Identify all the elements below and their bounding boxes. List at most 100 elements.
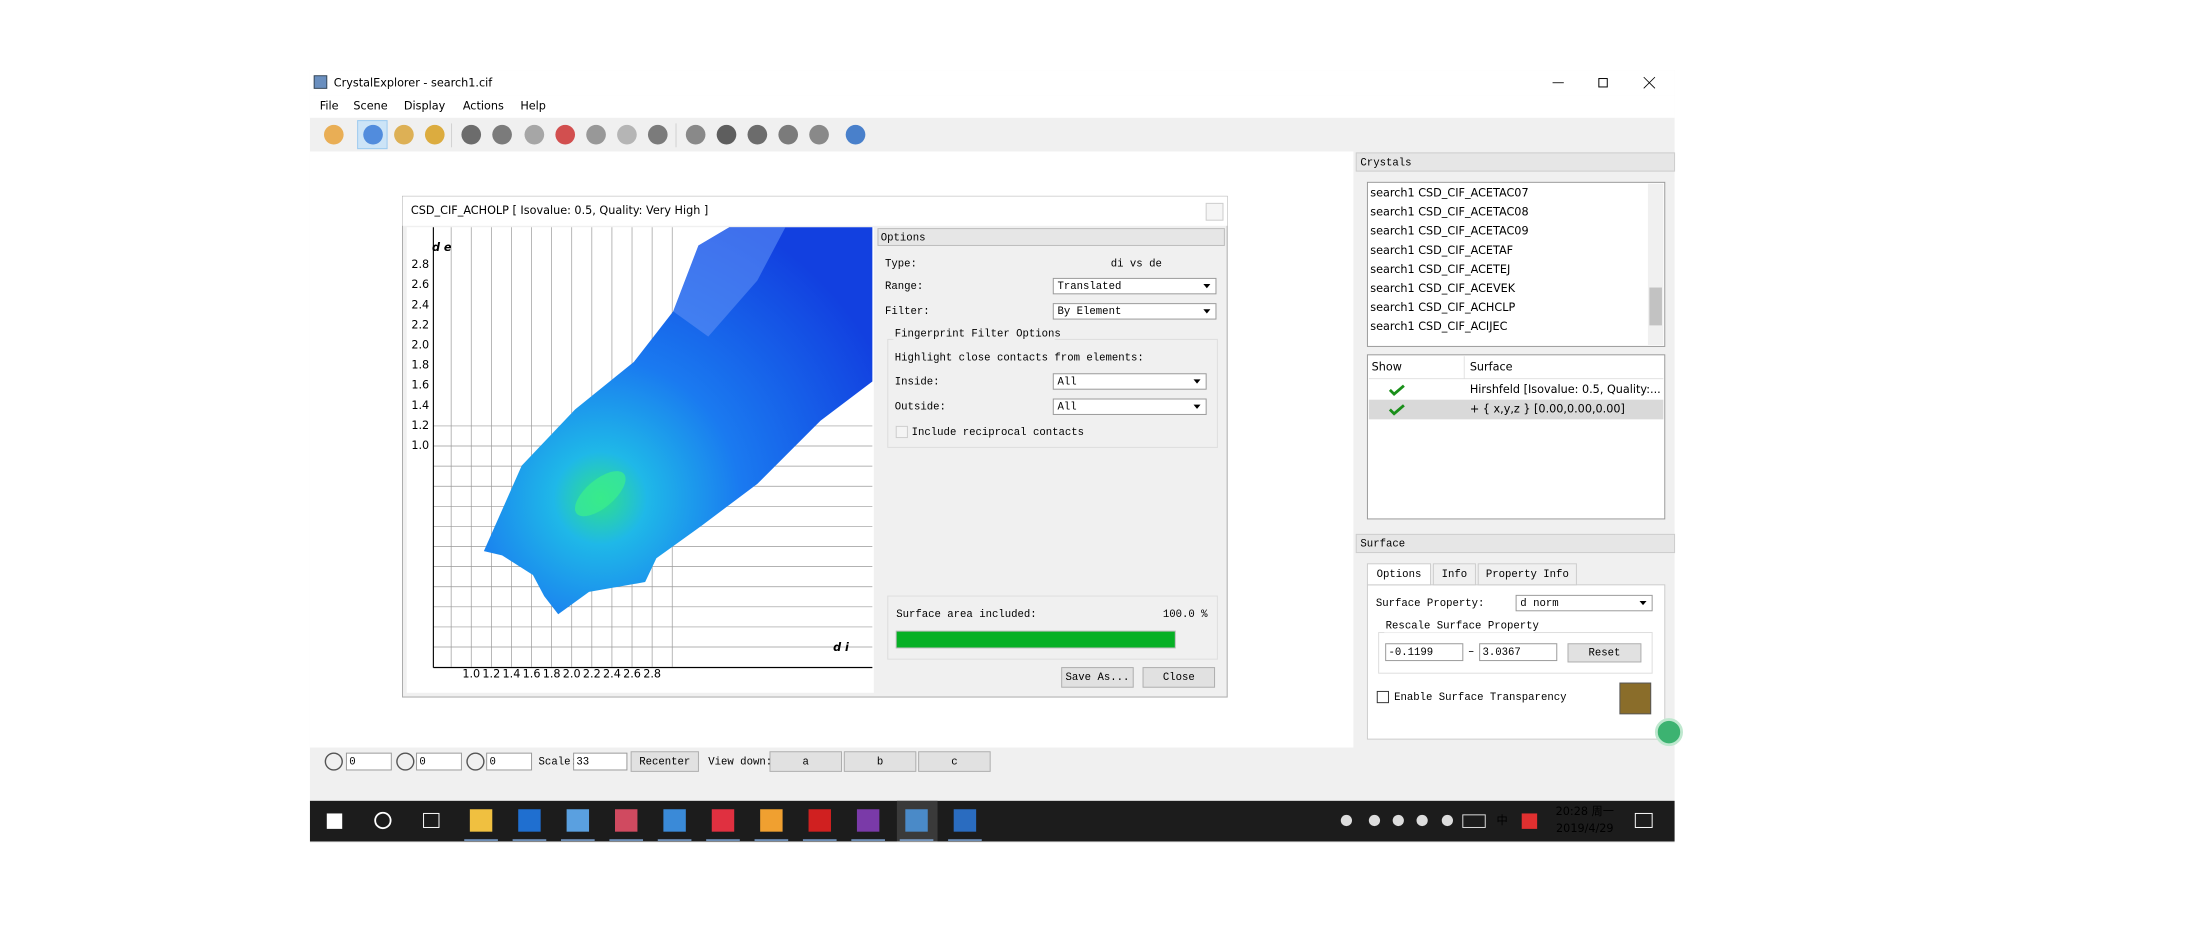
taskbar-app[interactable] [518,809,541,832]
toolbar-icon[interactable] [586,124,606,145]
rotation-spinbox[interactable] [345,752,392,771]
toolbar-icon[interactable] [716,124,737,145]
toolbar-icon[interactable] [647,124,668,145]
view-button-label[interactable]: c [951,756,957,768]
inside-combo[interactable] [1052,373,1207,390]
show-check[interactable] [1388,384,1405,397]
crystal-item[interactable]: search1 CSD_CIF_ACETAC09 [1370,225,1528,238]
scrollbar-thumb[interactable] [1649,287,1662,326]
taskbar-app[interactable] [566,809,590,832]
taskbar-app[interactable] [808,809,831,832]
toolbar-icon[interactable] [617,124,637,145]
taskbar-app[interactable] [905,809,928,832]
property-combo[interactable] [1515,594,1653,612]
toolbar-icon[interactable] [809,124,829,145]
restore-button[interactable] [1598,78,1608,88]
window-title: CrystalExplorer - search1.cif [334,76,493,89]
menu-item[interactable]: Scene [353,100,387,113]
tab[interactable] [1477,563,1577,586]
fingerprint-cloud [483,227,873,615]
outside-combo[interactable] [1052,398,1207,415]
toolbar-icon[interactable] [363,124,383,145]
property-combo-text: d norm [1520,598,1558,610]
crystal-item[interactable]: search1 CSD_CIF_ACETAC07 [1370,187,1528,200]
recenter-button-label[interactable]: Recenter [639,756,690,768]
menu-item[interactable]: Display [404,100,446,113]
toolbar-icon[interactable] [555,124,576,145]
taskbar-app[interactable] [760,809,783,832]
toolbar-icon[interactable] [492,124,512,145]
rotation-spinbox[interactable] [416,752,462,771]
surface-area-label: Surface area included: [896,609,1036,621]
surface-row[interactable]: + { x,y,z } [0.00,0.00,0.00] [1470,403,1625,416]
reset-button-label[interactable]: Reset [1588,648,1620,660]
scale-spinbox[interactable] [573,752,628,771]
rotation-value: 0 [349,756,355,768]
view-button[interactable] [769,751,842,772]
filter-combo[interactable] [1052,303,1217,320]
taskbar-app[interactable] [663,809,686,832]
dialog-title-bar [402,196,1228,226]
crystal-item[interactable]: search1 CSD_CIF_ACETEJ [1370,263,1510,276]
task-view[interactable] [423,812,440,828]
tab-label[interactable]: Info [1442,569,1468,581]
show-check[interactable] [1388,404,1405,416]
toolbar-icon[interactable] [424,124,445,145]
surface-row[interactable]: Hirshfeld [Isovalue: 0.5, Quality:... [1470,383,1661,396]
tab-label[interactable]: Options [1377,569,1422,581]
rotation-spinbox[interactable] [486,752,533,771]
y-tick-label: 2.8 [411,258,429,271]
toolbar-icon[interactable] [524,124,545,145]
menu-item[interactable]: Actions [463,100,504,113]
tab-label[interactable]: Property Info [1486,569,1569,581]
toolbar-icon[interactable] [685,124,706,145]
search-button[interactable] [374,811,392,830]
color-swatch[interactable] [1619,682,1652,715]
menu-item[interactable]: File [320,100,339,113]
taskbar-app[interactable] [614,809,638,832]
crystal-item[interactable]: search1 CSD_CIF_ACIJEC [1370,320,1507,333]
tab[interactable] [1432,563,1476,586]
save-as-button[interactable] [1061,667,1134,688]
tray-icon [1441,814,1453,827]
surface-area-progress [895,630,1176,649]
taskbar-app[interactable] [469,809,493,832]
tab[interactable] [1366,563,1432,586]
crystal-item[interactable]: search1 CSD_CIF_ACHCLP [1370,301,1515,314]
crystal-item[interactable]: search1 CSD_CIF_ACETAC08 [1370,206,1528,219]
transparency-checkbox[interactable] [1376,690,1389,704]
min-spinbox[interactable] [1385,643,1464,662]
reset-button[interactable] [1567,643,1642,663]
crystal-item[interactable]: search1 CSD_CIF_ACEVEK [1370,282,1516,295]
column-header: Surface [1470,360,1513,373]
x-tick-label: 1.2 [482,668,500,681]
app-icon [313,75,328,89]
group-title-bg [1384,619,1535,633]
save-as-button-label[interactable]: Save As... [1066,672,1130,684]
toolbar-icon[interactable] [845,124,866,145]
start-button[interactable] [326,813,343,829]
dialog-close[interactable] [1205,202,1224,221]
max-spinbox[interactable] [1479,643,1558,662]
notification-button[interactable] [1634,812,1653,828]
crystal-item[interactable]: search1 CSD_CIF_ACETAF [1370,244,1513,257]
toolbar-icon[interactable] [747,124,768,145]
reciprocal-checkbox[interactable] [895,425,908,439]
toolbar-icon[interactable] [778,124,799,145]
view-button[interactable] [918,751,991,772]
toolbar-icon[interactable] [323,124,344,145]
taskbar-app[interactable] [953,809,977,832]
view-button-label[interactable]: a [803,756,810,768]
toolbar-icon[interactable] [394,124,414,145]
options-header-text: Options [881,233,926,245]
taskbar-app[interactable] [711,809,735,832]
view-button-label[interactable]: b [877,756,883,768]
menu-item[interactable]: Help [520,100,546,113]
toolbar-icon[interactable] [461,124,482,145]
close-button[interactable] [1142,667,1216,688]
taskbar-app[interactable] [856,809,880,832]
close-button-label[interactable]: Close [1163,672,1195,684]
range-combo[interactable] [1052,277,1217,295]
view-button[interactable] [843,751,917,772]
recenter-button[interactable] [630,751,699,772]
